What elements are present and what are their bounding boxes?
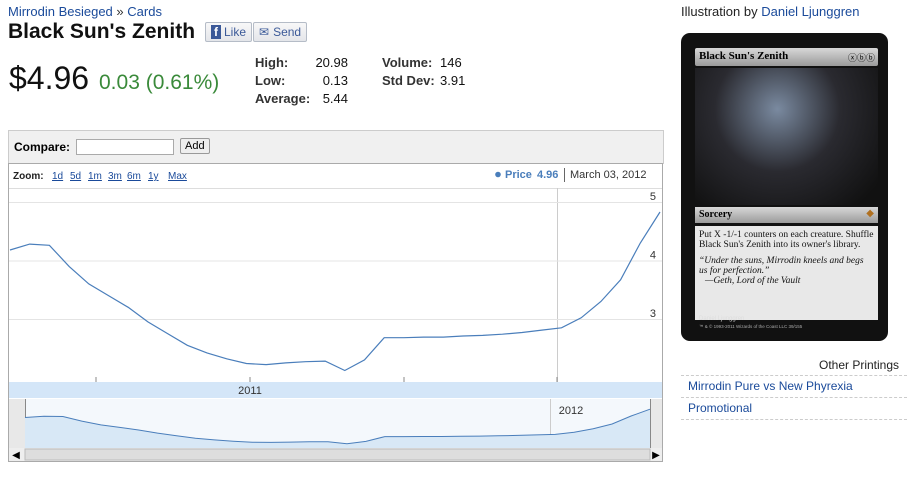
- navigator-mask: [9, 399, 25, 448]
- y-tick-label: 3: [650, 308, 656, 320]
- zoom-option[interactable]: 1y: [148, 171, 159, 182]
- zoom-option[interactable]: Max: [168, 171, 187, 182]
- stat-label: Average:: [255, 91, 311, 106]
- zoom-option[interactable]: 3m: [108, 171, 122, 182]
- stat-value: 3.91: [440, 73, 466, 88]
- compare-label: Compare:: [14, 140, 71, 154]
- legend-value: 4.96: [537, 169, 558, 181]
- card-rules: Put X -1/-1 counters on each creature. S…: [699, 230, 874, 250]
- current-price: $4.96: [9, 60, 90, 96]
- zoom-option[interactable]: 6m: [127, 171, 141, 182]
- legend-name: Price: [505, 169, 532, 181]
- breadcrumb-set[interactable]: Mirrodin Besieged: [8, 4, 113, 19]
- send-label: Send: [273, 25, 302, 39]
- printing-link[interactable]: Mirrodin Pure vs New Phyrexia: [681, 375, 907, 397]
- breadcrumb-section[interactable]: Cards: [127, 4, 162, 19]
- zoom-option[interactable]: 1m: [88, 171, 102, 182]
- card-type: Sorcery: [699, 209, 733, 220]
- zoom-label: Zoom:: [13, 171, 44, 182]
- y-tick-label: 5: [650, 191, 656, 203]
- add-button[interactable]: Add: [180, 138, 210, 154]
- send-button[interactable]: ✉ Send: [253, 22, 308, 42]
- stat-value: 146: [440, 55, 462, 70]
- navigator-area: [25, 409, 650, 448]
- stat-value: 0.13: [322, 73, 348, 88]
- artist-link[interactable]: Daniel Ljunggren: [761, 4, 860, 19]
- breadcrumb: Mirrodin Besieged » Cards: [8, 4, 162, 19]
- price-change: 0.03 (0.61%): [99, 71, 220, 94]
- card-art: [695, 68, 878, 205]
- set-symbol: ◆: [866, 208, 874, 219]
- printing-divider: [681, 419, 907, 420]
- legend-date: March 03, 2012: [570, 169, 646, 181]
- like-button[interactable]: f Like: [205, 22, 253, 42]
- price-line: [9, 211, 661, 372]
- navigator-line: [24, 408, 651, 445]
- y-tick-label: 4: [650, 250, 656, 262]
- card-flavor: “Under the suns, Mirrodin kneels and beg…: [699, 256, 864, 276]
- card-text-box: Put X -1/-1 counters on each creature. S…: [695, 226, 878, 320]
- legend-marker: [495, 171, 501, 178]
- stat-value: 5.44: [322, 91, 348, 106]
- x-label: 2011: [238, 385, 262, 397]
- card-type-bar: Sorcery ◆: [695, 207, 878, 223]
- card-image: Black Sun's Zenith ⓧⓑⓑ Sorcery ◆ Put X -…: [681, 33, 888, 341]
- illustration-label: Illustration by: [681, 4, 758, 19]
- stat-label: Std Dev:: [382, 73, 435, 88]
- scroll-right[interactable]: ▶: [652, 450, 660, 461]
- zoom-option[interactable]: 5d: [70, 171, 81, 182]
- compare-input[interactable]: [76, 139, 174, 155]
- other-printings-title: Other Printings: [819, 358, 900, 372]
- card-title: Black Sun's Zenith: [8, 20, 196, 43]
- navigator-mask: [650, 399, 662, 448]
- x-axis-band: [9, 382, 662, 398]
- mana-cost: ⓧⓑⓑ: [847, 53, 875, 63]
- illustration: Illustration by Daniel Ljunggren: [681, 4, 860, 19]
- navigator-label: 2012: [559, 405, 583, 417]
- zoom-option[interactable]: 1d: [52, 171, 63, 182]
- x-ticks: [95, 377, 558, 382]
- card-name-bar: Black Sun's Zenith ⓧⓑⓑ: [695, 48, 878, 66]
- card-artist: Daniel Ljunggren: [699, 316, 745, 322]
- scrollbar-thumb[interactable]: [24, 448, 651, 461]
- card-name: Black Sun's Zenith: [699, 50, 789, 62]
- stat-label: High:: [255, 55, 289, 70]
- breadcrumb-separator: »: [116, 4, 124, 19]
- card-attribution: —Geth, Lord of the Vault: [705, 276, 801, 286]
- scroll-left[interactable]: ◀: [12, 450, 20, 461]
- stat-value: 20.98: [315, 55, 348, 70]
- like-label: Like: [224, 25, 247, 39]
- stat-label: Low:: [255, 73, 286, 88]
- card-copyright: ™ & © 1993-2011 Wizards of the Coast LLC…: [699, 324, 803, 329]
- stat-label: Volume:: [382, 55, 433, 70]
- printing-link[interactable]: Promotional: [681, 397, 907, 419]
